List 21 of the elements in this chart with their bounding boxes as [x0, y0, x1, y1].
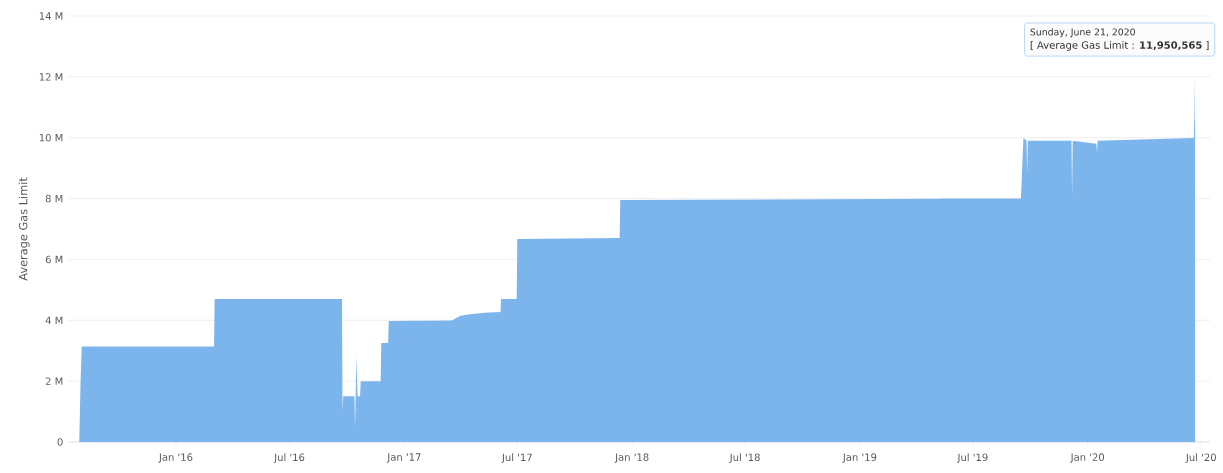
- x-tick-label: Jan '20: [1070, 453, 1105, 463]
- y-tick-label: 4 M: [45, 316, 63, 324]
- y-tick-label: 10 M: [39, 133, 63, 142]
- y-tick-label: 6 M: [45, 255, 63, 264]
- x-tick-label: Jan '18: [614, 453, 649, 463]
- y-tick-label: 14 M: [39, 12, 63, 20]
- x-tick-label: Jul '19: [956, 453, 988, 463]
- x-tick-label: Jan '19: [842, 453, 877, 463]
- x-tick-label: Jul '16: [273, 453, 305, 463]
- x-tick-label: Jan '16: [158, 453, 193, 463]
- y-tick-label: 12 M: [39, 73, 63, 81]
- x-tick-label: Jul '20: [1185, 453, 1216, 463]
- y-tick-label: 8 M: [45, 194, 63, 203]
- x-tick-label: Jul '18: [729, 453, 760, 463]
- x-tick-label: Jan '17: [386, 453, 421, 463]
- x-tick-label: Jul '17: [501, 453, 532, 463]
- y-tick-label: 2 M: [45, 377, 63, 385]
- y-axis-title: Average Gas Limit: [18, 177, 30, 281]
- annotation: Sunday, June 21, 2020: [1030, 28, 1135, 38]
- annotation: [ Average Gas Limit : 11,950,565 ]: [1030, 41, 1209, 51]
- y-tick-label: 0: [57, 438, 63, 446]
